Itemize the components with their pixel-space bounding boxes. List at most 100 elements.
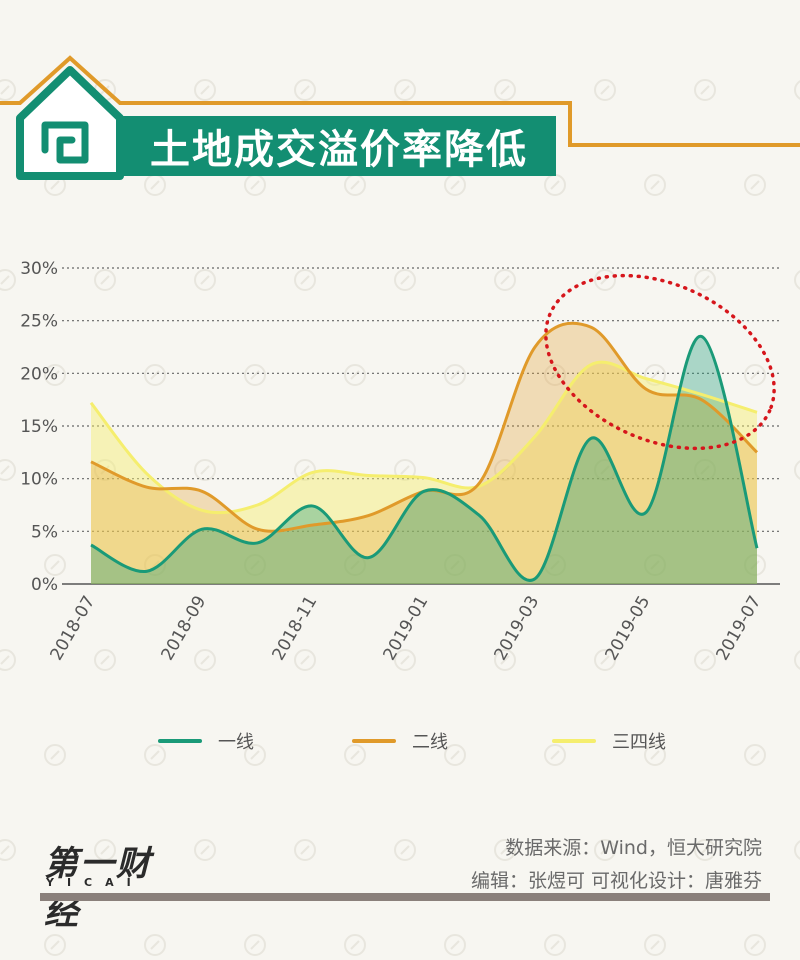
watermark-mark [0,459,16,481]
watermark-mark [494,839,516,861]
x-tick-label: 2019-01 [379,593,432,665]
watermark-mark [744,744,766,766]
footer-bar [40,893,770,901]
watermark-mark [794,80,800,100]
watermark-mark [694,839,716,861]
watermark-mark [344,554,366,576]
watermark-mark [794,650,800,670]
chart-legend: 一线 二线 三四线 [0,728,800,758]
yicai-logo: 第一财经 YICAI [44,836,184,933]
area-tier2 [91,323,757,584]
watermark-mark [0,269,16,291]
data-source: 数据来源：Wind，恒大研究院 [505,837,762,859]
x-tick-label: 2018-09 [157,593,210,665]
credits: 编辑：张煜可 可视化设计：唐雅芬 [470,870,762,892]
logo-sub-text: YICAI [46,876,144,889]
watermark-mark [594,649,616,671]
watermark-mark [144,364,166,386]
watermark-mark [294,839,316,861]
watermark-mark [694,649,716,671]
watermark-mark [344,934,366,956]
watermark-mark [194,649,216,671]
watermark-mark [544,744,566,766]
watermark-mark [0,839,16,861]
watermark-mark [744,934,766,956]
watermark-mark [44,934,66,956]
watermark-mark [494,79,516,101]
house-frame-header [0,55,800,180]
watermark-mark [344,364,366,386]
watermark-mark [494,649,516,671]
watermark-mark [744,364,766,386]
watermark-mark [644,934,666,956]
watermark-mark [694,459,716,481]
watermark-mark [644,174,666,196]
legend-item-tier1[interactable]: 一线 [158,728,254,754]
chart-title: 土地成交溢价率降低 [122,116,556,176]
watermark-mark [94,269,116,291]
area-chart: 0% 5% 10% 15% 20% 25% 30% 2018-07 2018-09 2018-11… [20,259,780,665]
legend-item-tier2[interactable]: 二线 [352,728,448,754]
y-tick-label: 30% [20,259,58,279]
frame-line [0,55,800,147]
watermark-mark [344,744,366,766]
watermark-mark [44,744,66,766]
x-tick-label: 2019-07 [712,593,765,665]
watermark-mark [0,649,16,671]
legend-label-tier34: 三四线 [612,732,666,753]
watermark-mark [594,79,616,101]
watermark-mark [744,554,766,576]
watermark-mark [544,934,566,956]
area-tier1 [91,336,757,584]
watermark-mark [444,744,466,766]
watermark-mark [244,364,266,386]
line-tier1 [90,335,759,582]
legend-swatch-tier34 [552,739,596,743]
watermark-mark [644,364,666,386]
y-tick-label: 10% [20,470,58,490]
watermark-mark [394,79,416,101]
watermark-mark [644,554,666,576]
watermark-mark [294,649,316,671]
watermark-mark [0,79,16,101]
watermark-mark [394,649,416,671]
watermark-mark [294,459,316,481]
watermark-mark [794,270,800,290]
watermark-mark [144,554,166,576]
legend-swatch-tier1 [158,739,202,743]
watermark-mark [694,79,716,101]
highlight-ellipse [544,273,776,451]
y-tick-label: 5% [31,522,58,542]
watermark-mark [94,649,116,671]
x-tick-label: 2019-03 [490,593,543,665]
watermark-mark [144,744,166,766]
watermark-mark [194,269,216,291]
watermark-mark [394,839,416,861]
legend-swatch-tier2 [352,739,396,743]
house-icon [16,66,124,180]
watermark-mark [794,840,800,860]
x-tick-label: 2018-07 [46,593,99,665]
watermark-mark [94,839,116,861]
x-tick-label: 2019-05 [601,593,654,665]
line-tier34 [89,360,758,515]
legend-item-tier34[interactable]: 三四线 [552,728,666,754]
legend-label-tier1: 一线 [218,732,254,753]
watermark-mark [444,364,466,386]
logo-main-text: 第一财经 [44,844,152,933]
watermark-mark [244,934,266,956]
watermark-mark [394,269,416,291]
watermark-mark [494,269,516,291]
y-tick-label: 25% [20,312,58,332]
watermark-mark [244,554,266,576]
watermark-mark [294,79,316,101]
x-tick-label: 2018-11 [268,593,321,665]
watermark-mark [594,839,616,861]
y-tick-label: 0% [31,575,58,595]
watermark-mark [194,79,216,101]
legend-label-tier2: 二线 [412,732,448,753]
watermark-mark [44,554,66,576]
watermark-mark [644,744,666,766]
watermark-mark [744,174,766,196]
